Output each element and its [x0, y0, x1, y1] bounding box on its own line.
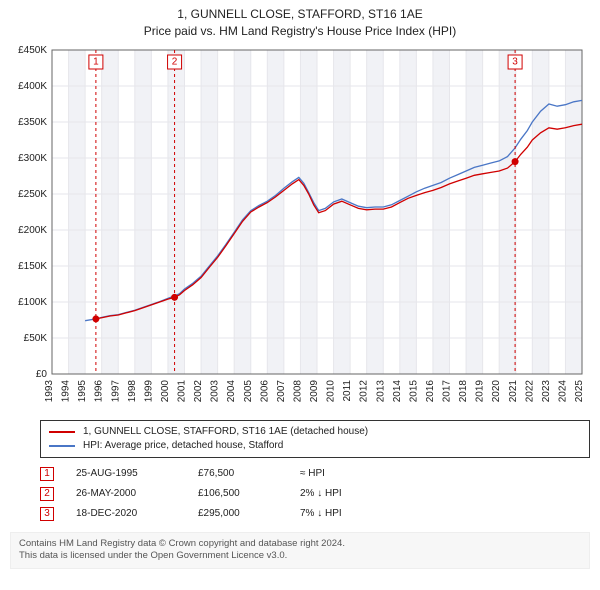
svg-text:1994: 1994	[61, 379, 72, 402]
svg-text:1997: 1997	[110, 379, 121, 402]
svg-text:1999: 1999	[143, 379, 154, 402]
attribution-footer: Contains HM Land Registry data © Crown c…	[10, 532, 590, 570]
event-row: 3 18-DEC-2020 £295,000 7% ↓ HPI	[40, 504, 590, 524]
event-price: £106,500	[198, 488, 278, 499]
legend-item-hpi: HPI: Average price, detached house, Staf…	[49, 439, 581, 453]
event-comparison: 2% ↓ HPI	[300, 488, 380, 499]
svg-text:2010: 2010	[326, 379, 337, 402]
event-price: £76,500	[198, 468, 278, 479]
svg-text:£0: £0	[36, 369, 48, 380]
svg-text:2000: 2000	[160, 379, 171, 402]
event-marker-icon: 3	[40, 507, 54, 521]
event-date: 18-DEC-2020	[76, 508, 176, 519]
svg-text:£250K: £250K	[18, 189, 47, 200]
chart-area: £0 £50K £100K £150K £200K £250K £300K £350K £400…	[10, 46, 590, 414]
footer-line1: Contains HM Land Registry data © Crown c…	[19, 538, 581, 551]
event-comparison: ≈ HPI	[300, 468, 380, 479]
svg-text:2014: 2014	[392, 379, 403, 402]
legend-swatch-hpi	[49, 445, 75, 447]
event-row: 1 25-AUG-1995 £76,500 ≈ HPI	[40, 464, 590, 484]
event-table: 1 25-AUG-1995 £76,500 ≈ HPI 2 26-MAY-2000 £106…	[40, 464, 590, 524]
svg-text:2022: 2022	[524, 379, 535, 402]
chart-title-line1: 1, GUNNELL CLOSE, STAFFORD, ST16 1AE	[0, 6, 600, 23]
svg-text:2024: 2024	[557, 379, 568, 402]
svg-text:£200K: £200K	[18, 225, 47, 236]
svg-text:2018: 2018	[458, 379, 469, 402]
svg-text:2017: 2017	[442, 379, 453, 402]
footer-line2: This data is licensed under the Open Gov…	[19, 550, 581, 563]
svg-text:2021: 2021	[508, 379, 519, 402]
svg-text:2020: 2020	[491, 379, 502, 402]
legend-item-property: 1, GUNNELL CLOSE, STAFFORD, ST16 1AE (de…	[49, 425, 581, 439]
svg-text:1998: 1998	[127, 379, 138, 402]
svg-text:2005: 2005	[243, 379, 254, 402]
svg-text:2016: 2016	[425, 379, 436, 402]
svg-text:2011: 2011	[342, 379, 353, 401]
svg-text:2025: 2025	[574, 379, 585, 402]
svg-text:£50K: £50K	[24, 333, 48, 344]
svg-text:2015: 2015	[408, 379, 419, 402]
chart-title-line2: Price paid vs. HM Land Registry's House …	[0, 23, 600, 40]
svg-text:3: 3	[512, 56, 518, 67]
svg-text:2008: 2008	[292, 379, 303, 402]
svg-text:2019: 2019	[475, 379, 486, 402]
svg-text:1996: 1996	[94, 379, 105, 402]
legend-label-property: 1, GUNNELL CLOSE, STAFFORD, ST16 1AE (de…	[83, 425, 368, 439]
svg-text:£150K: £150K	[18, 261, 47, 272]
svg-text:2004: 2004	[226, 379, 237, 402]
legend: 1, GUNNELL CLOSE, STAFFORD, ST16 1AE (de…	[40, 420, 590, 458]
svg-text:2023: 2023	[541, 379, 552, 402]
svg-text:1: 1	[93, 56, 99, 67]
svg-text:2009: 2009	[309, 379, 320, 402]
event-marker-icon: 1	[40, 467, 54, 481]
svg-text:2006: 2006	[259, 379, 270, 402]
event-marker-icon: 2	[40, 487, 54, 501]
event-row: 2 26-MAY-2000 £106,500 2% ↓ HPI	[40, 484, 590, 504]
svg-text:£350K: £350K	[18, 117, 47, 128]
chart-title-block: 1, GUNNELL CLOSE, STAFFORD, ST16 1AE Pri…	[0, 0, 600, 42]
svg-text:1995: 1995	[77, 379, 88, 402]
line-chart: £0 £50K £100K £150K £200K £250K £300K £350K £400…	[10, 46, 590, 414]
legend-swatch-property	[49, 431, 75, 433]
svg-text:2: 2	[172, 56, 178, 67]
svg-text:£300K: £300K	[18, 153, 47, 164]
svg-text:£400K: £400K	[18, 81, 47, 92]
svg-text:£450K: £450K	[18, 46, 47, 56]
svg-text:2003: 2003	[210, 379, 221, 402]
svg-text:2012: 2012	[359, 379, 370, 402]
svg-text:2002: 2002	[193, 379, 204, 402]
svg-text:1993: 1993	[44, 379, 55, 402]
svg-text:2007: 2007	[276, 379, 287, 402]
legend-label-hpi: HPI: Average price, detached house, Staf…	[83, 439, 283, 453]
svg-text:2001: 2001	[177, 379, 188, 402]
svg-text:£100K: £100K	[18, 297, 47, 308]
svg-text:2013: 2013	[375, 379, 386, 402]
event-date: 26-MAY-2000	[76, 488, 176, 499]
event-date: 25-AUG-1995	[76, 468, 176, 479]
event-price: £295,000	[198, 508, 278, 519]
event-comparison: 7% ↓ HPI	[300, 508, 380, 519]
